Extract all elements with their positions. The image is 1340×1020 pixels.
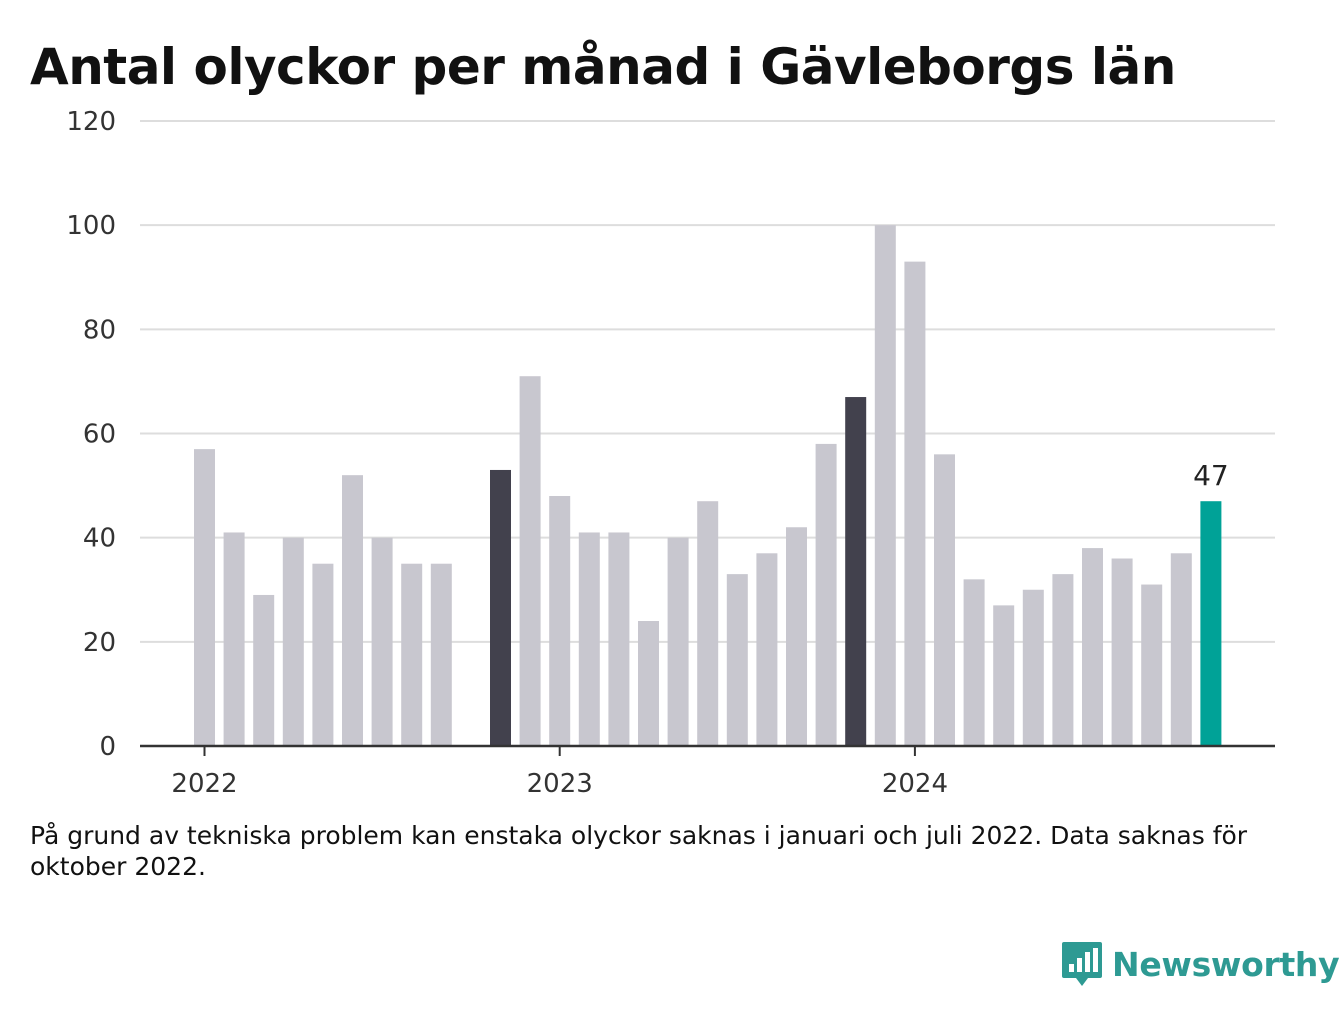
data-labels: 47 <box>1193 459 1229 492</box>
y-tick-label: 0 <box>99 732 116 762</box>
bar-2022-02 <box>223 532 245 746</box>
bar-2022-12 <box>519 376 541 746</box>
bars <box>194 225 1222 746</box>
bar-2022-01 <box>194 449 215 746</box>
bar-2022-07 <box>371 537 393 746</box>
bar-2023-11 <box>845 397 867 746</box>
bar-2023-04 <box>638 621 659 746</box>
y-tick-label: 20 <box>83 628 116 658</box>
bar-2024-06 <box>1052 574 1074 746</box>
bar-2023-09 <box>786 527 807 746</box>
bar-2024-07 <box>1082 548 1103 746</box>
brand-name: Newsworthy <box>1112 944 1340 984</box>
bar-2024-08 <box>1111 558 1133 746</box>
bar-2024-10 <box>1170 553 1192 746</box>
bar-2023-08 <box>756 553 778 746</box>
bar-2024-02 <box>934 454 955 746</box>
x-tick-label: 2022 <box>171 769 237 799</box>
bar-2023-12 <box>874 225 896 746</box>
bar-2022-09 <box>430 563 452 746</box>
bar-2023-07 <box>726 574 748 746</box>
footnote: På grund av tekniska problem kan enstaka… <box>30 821 1248 881</box>
y-tick-label: 120 <box>66 107 116 137</box>
bar-2023-06 <box>697 501 719 746</box>
newsworthy-logo-icon <box>1062 942 1102 986</box>
data-label-2024-11: 47 <box>1193 459 1229 492</box>
y-tick-label: 80 <box>83 315 116 345</box>
bar-2024-04 <box>993 605 1015 746</box>
bar-2022-08 <box>401 563 423 746</box>
bar-2022-04 <box>282 537 304 746</box>
y-tick-label: 100 <box>66 211 116 241</box>
bar-2024-03 <box>963 579 985 746</box>
bar-2024-09 <box>1141 584 1163 746</box>
bar-2022-03 <box>253 594 275 746</box>
bar-2022-05 <box>312 563 334 746</box>
y-axis-ticks: 0 20 40 60 80 100 120 <box>66 107 116 762</box>
x-axis-ticks: 2022 2023 2024 <box>171 746 948 799</box>
x-tick-label: 2023 <box>527 769 593 799</box>
bar-2022-06 <box>342 475 363 746</box>
x-tick-label: 2024 <box>882 769 948 799</box>
chart-title: Antal olyckor per månad i Gävleborgs län <box>30 38 1176 96</box>
bar-2024-01 <box>904 261 926 746</box>
y-tick-label: 60 <box>83 420 116 450</box>
bar-2023-03 <box>608 532 630 746</box>
bar-2023-05 <box>667 537 689 746</box>
bar-2022-11 <box>490 469 511 746</box>
bar-chart: 0 20 40 60 80 100 120 2022 2023 2024 47 <box>66 107 1275 799</box>
brand-logo: Newsworthy <box>1060 940 1340 988</box>
bar-2023-01 <box>549 496 571 746</box>
bar-2023-10 <box>815 443 837 746</box>
bar-2024-05 <box>1022 589 1044 746</box>
bar-2024-11 <box>1200 501 1222 746</box>
bar-2023-02 <box>578 532 600 746</box>
y-tick-label: 40 <box>83 524 116 554</box>
